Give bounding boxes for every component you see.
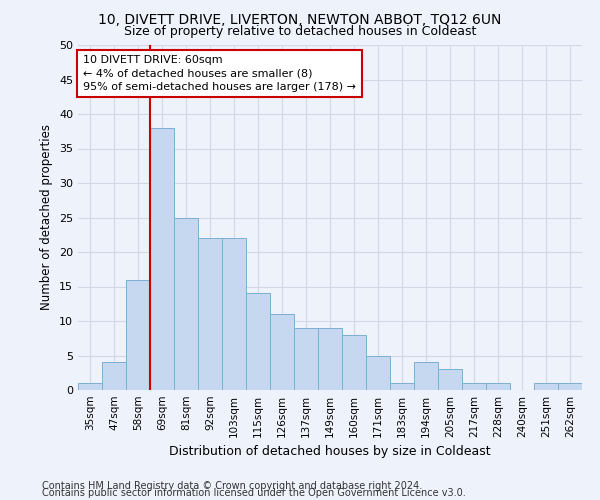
Bar — [246, 294, 270, 390]
Text: 10 DIVETT DRIVE: 60sqm
← 4% of detached houses are smaller (8)
95% of semi-detac: 10 DIVETT DRIVE: 60sqm ← 4% of detached … — [83, 56, 356, 92]
Bar — [294, 328, 318, 390]
Bar — [462, 383, 486, 390]
Bar — [438, 370, 462, 390]
Text: Contains public sector information licensed under the Open Government Licence v3: Contains public sector information licen… — [42, 488, 466, 498]
Bar — [366, 356, 390, 390]
X-axis label: Distribution of detached houses by size in Coldeast: Distribution of detached houses by size … — [169, 446, 491, 458]
Bar — [126, 280, 150, 390]
Text: Size of property relative to detached houses in Coldeast: Size of property relative to detached ho… — [124, 25, 476, 38]
Bar — [222, 238, 246, 390]
Y-axis label: Number of detached properties: Number of detached properties — [40, 124, 53, 310]
Bar — [414, 362, 438, 390]
Bar — [102, 362, 126, 390]
Bar — [486, 383, 510, 390]
Bar — [390, 383, 414, 390]
Bar — [342, 335, 366, 390]
Bar — [558, 383, 582, 390]
Text: 10, DIVETT DRIVE, LIVERTON, NEWTON ABBOT, TQ12 6UN: 10, DIVETT DRIVE, LIVERTON, NEWTON ABBOT… — [98, 12, 502, 26]
Bar — [198, 238, 222, 390]
Bar — [534, 383, 558, 390]
Bar — [174, 218, 198, 390]
Bar — [78, 383, 102, 390]
Bar — [150, 128, 174, 390]
Text: Contains HM Land Registry data © Crown copyright and database right 2024.: Contains HM Land Registry data © Crown c… — [42, 481, 422, 491]
Bar — [318, 328, 342, 390]
Bar — [270, 314, 294, 390]
